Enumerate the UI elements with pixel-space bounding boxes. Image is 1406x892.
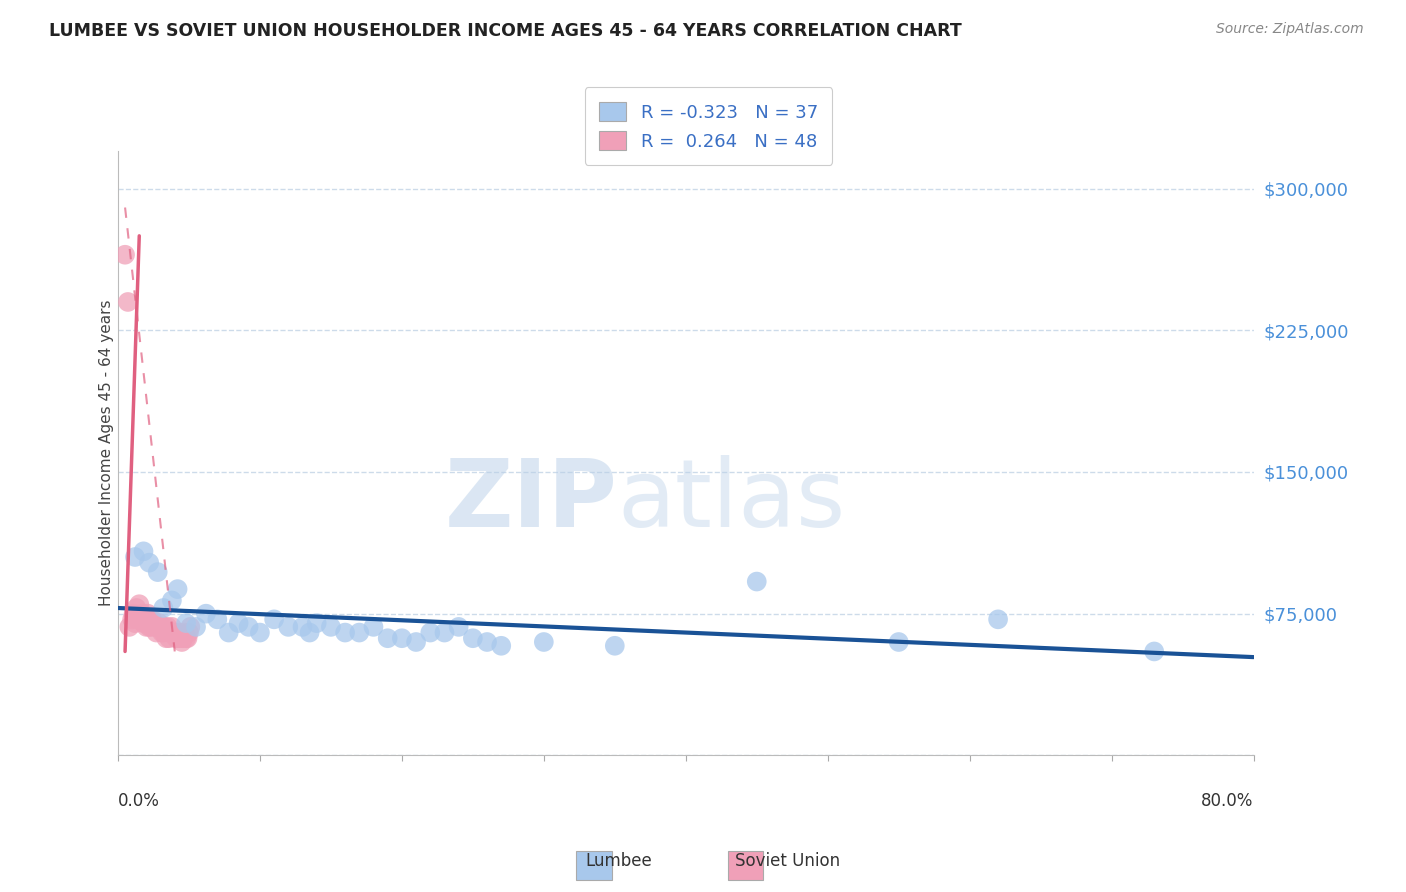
- Point: [167, 625, 190, 640]
- Point: [152, 625, 174, 640]
- Point: [165, 631, 187, 645]
- Point: [238, 620, 260, 634]
- Point: [174, 616, 197, 631]
- Point: [277, 620, 299, 634]
- Point: [172, 631, 194, 645]
- Text: Lumbee: Lumbee: [585, 852, 652, 870]
- Y-axis label: Householder Income Ages 45 - 64 years: Householder Income Ages 45 - 64 years: [100, 300, 114, 607]
- Point: [124, 616, 146, 631]
- Point: [249, 625, 271, 640]
- Point: [195, 607, 218, 621]
- Point: [291, 620, 314, 634]
- Point: [177, 625, 200, 640]
- Point: [184, 620, 207, 634]
- Point: [333, 625, 356, 640]
- Point: [117, 295, 139, 310]
- Point: [169, 631, 191, 645]
- Point: [1143, 644, 1166, 658]
- Point: [150, 625, 173, 640]
- Point: [139, 620, 162, 634]
- Point: [419, 625, 441, 640]
- Point: [138, 556, 160, 570]
- Point: [491, 639, 513, 653]
- Point: [135, 620, 157, 634]
- Point: [118, 620, 141, 634]
- Point: [745, 574, 768, 589]
- Point: [166, 582, 188, 596]
- Point: [141, 612, 163, 626]
- Point: [157, 631, 180, 645]
- Point: [377, 631, 399, 645]
- Point: [461, 631, 484, 645]
- FancyBboxPatch shape: [728, 851, 762, 880]
- Point: [349, 625, 371, 640]
- Point: [603, 639, 626, 653]
- Text: Soviet Union: Soviet Union: [735, 852, 839, 870]
- Text: 80.0%: 80.0%: [1201, 791, 1254, 810]
- Point: [152, 601, 174, 615]
- Point: [160, 620, 183, 634]
- Point: [146, 565, 169, 579]
- Point: [122, 607, 145, 621]
- Point: [298, 625, 321, 640]
- Point: [134, 612, 156, 626]
- Point: [145, 625, 167, 640]
- Point: [176, 631, 198, 645]
- Point: [179, 620, 201, 634]
- Point: [153, 620, 176, 634]
- Point: [125, 601, 148, 615]
- Text: atlas: atlas: [617, 456, 846, 548]
- Point: [166, 631, 188, 645]
- Point: [159, 625, 181, 640]
- Text: ZIP: ZIP: [444, 456, 617, 548]
- Point: [174, 631, 197, 645]
- Text: 0.0%: 0.0%: [118, 791, 160, 810]
- Point: [160, 593, 183, 607]
- Point: [129, 612, 152, 626]
- Point: [155, 631, 177, 645]
- Point: [305, 616, 328, 631]
- Point: [148, 616, 170, 631]
- Point: [138, 616, 160, 631]
- Point: [173, 625, 195, 640]
- Point: [475, 635, 498, 649]
- Point: [163, 625, 186, 640]
- Point: [127, 612, 149, 626]
- Point: [114, 248, 136, 262]
- Point: [132, 616, 155, 631]
- Point: [228, 616, 250, 631]
- Point: [533, 635, 555, 649]
- Point: [146, 620, 169, 634]
- Point: [363, 620, 385, 634]
- Point: [143, 620, 166, 634]
- Text: Source: ZipAtlas.com: Source: ZipAtlas.com: [1216, 22, 1364, 37]
- Point: [987, 612, 1010, 626]
- FancyBboxPatch shape: [576, 851, 612, 880]
- Point: [433, 625, 456, 640]
- Point: [124, 549, 146, 564]
- Point: [170, 635, 193, 649]
- Point: [136, 607, 159, 621]
- Point: [447, 620, 470, 634]
- Point: [157, 625, 180, 640]
- Point: [131, 607, 153, 621]
- Point: [142, 616, 165, 631]
- Point: [156, 620, 179, 634]
- Point: [887, 635, 910, 649]
- Point: [391, 631, 413, 645]
- Point: [136, 612, 159, 626]
- Point: [319, 620, 342, 634]
- Point: [149, 620, 172, 634]
- Point: [138, 620, 160, 634]
- Point: [207, 612, 229, 626]
- Point: [128, 597, 150, 611]
- Point: [405, 635, 427, 649]
- Legend: R = -0.323   N = 37, R =  0.264   N = 48: R = -0.323 N = 37, R = 0.264 N = 48: [585, 87, 832, 165]
- Point: [263, 612, 285, 626]
- Point: [121, 612, 143, 626]
- Point: [132, 544, 155, 558]
- Point: [162, 625, 184, 640]
- Text: LUMBEE VS SOVIET UNION HOUSEHOLDER INCOME AGES 45 - 64 YEARS CORRELATION CHART: LUMBEE VS SOVIET UNION HOUSEHOLDER INCOM…: [49, 22, 962, 40]
- Point: [218, 625, 240, 640]
